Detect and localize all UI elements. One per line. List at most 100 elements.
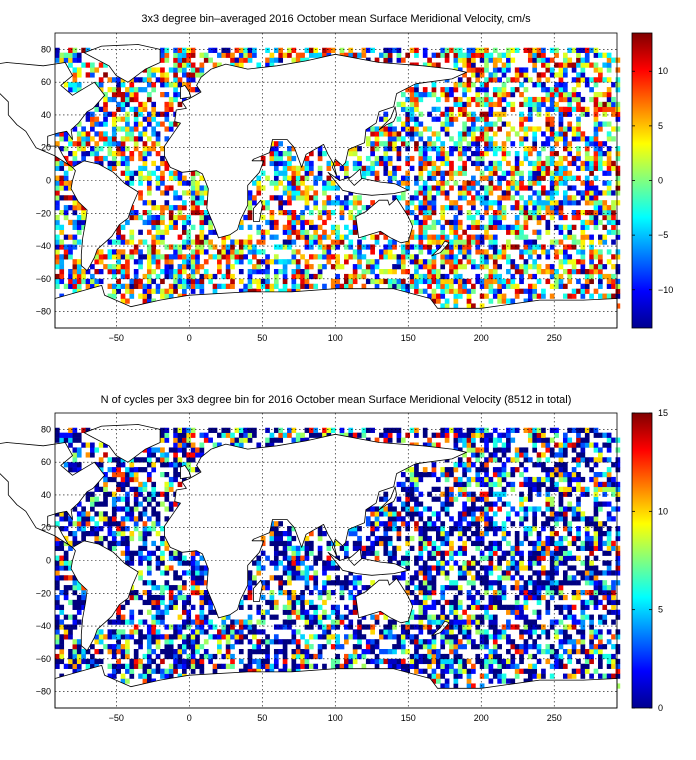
data-cell: [514, 77, 520, 83]
data-cell: [155, 224, 161, 230]
data-cell: [291, 259, 297, 265]
data-cell: [427, 155, 432, 162]
data-cell: [497, 219, 502, 226]
data-cell: [506, 160, 511, 167]
data-cell: [405, 175, 411, 181]
data-cell: [55, 629, 60, 635]
data-cell: [370, 47, 375, 53]
data-cell: [387, 249, 393, 255]
cycles-panel: N of cycles per 3x3 degree bin for 2016 …: [0, 394, 668, 723]
data-cell: [190, 87, 196, 93]
data-cell: [348, 570, 354, 576]
data-cell: [304, 570, 310, 576]
data-cell: [238, 259, 244, 265]
data-cell: [387, 624, 393, 630]
data-cell: [322, 427, 327, 433]
data-cell: [602, 52, 608, 58]
data-cell: [466, 185, 472, 191]
data-cell: [418, 244, 424, 250]
data-cell: [479, 195, 485, 201]
data-cell: [492, 239, 498, 245]
data-cell: [72, 278, 78, 285]
data-cell: [243, 244, 248, 250]
data-cell: [396, 496, 402, 502]
data-cell: [435, 151, 441, 157]
data-cell: [576, 62, 581, 68]
data-cell: [387, 437, 393, 443]
data-cell: [453, 214, 459, 221]
data-cell: [444, 47, 450, 53]
data-cell: [212, 273, 218, 280]
data-cell: [138, 254, 143, 260]
data-cell: [383, 151, 389, 157]
data-cell: [414, 481, 419, 488]
data-cell: [195, 264, 200, 270]
data-cell: [225, 249, 231, 255]
data-cell: [370, 249, 375, 255]
data-cell: [146, 457, 152, 463]
data-cell: [545, 111, 551, 117]
data-cell: [111, 521, 117, 527]
data-cell: [247, 590, 253, 596]
data-cell: [576, 146, 581, 152]
data-cell: [155, 151, 161, 157]
data-cell: [133, 259, 139, 265]
data-cell: [602, 234, 608, 240]
data-cell: [497, 195, 502, 201]
data-cell: [269, 437, 275, 443]
data-cell: [471, 175, 476, 181]
data-cell: [177, 52, 183, 58]
data-cell: [431, 200, 437, 206]
data-cell: [545, 249, 551, 255]
data-cell: [182, 259, 187, 265]
data-cell: [392, 244, 397, 250]
data-cell: [383, 269, 389, 275]
data-cell: [549, 175, 555, 181]
data-cell: [431, 599, 437, 606]
data-cell: [129, 151, 135, 157]
data-cell: [379, 535, 384, 542]
data-cell: [142, 673, 148, 679]
data-cell: [558, 214, 564, 221]
data-cell: [252, 180, 257, 186]
data-cell: [431, 175, 437, 181]
data-cell: [396, 151, 402, 157]
data-cell: [514, 288, 520, 294]
data-cell: [418, 535, 424, 542]
data-cell: [138, 180, 143, 186]
data-cell: [365, 516, 371, 522]
data-cell: [370, 614, 375, 620]
data-cell: [177, 624, 183, 630]
data-cell: [361, 47, 367, 53]
data-cell: [199, 594, 205, 601]
data-cell: [151, 278, 157, 285]
data-cell: [571, 269, 577, 275]
data-cell: [370, 506, 375, 512]
data-cell: [72, 619, 78, 625]
data-cell: [291, 185, 297, 191]
data-cell: [414, 496, 419, 502]
data-cell: [431, 550, 437, 556]
data-cell: [107, 254, 113, 260]
data-cell: [396, 560, 402, 566]
data-cell: [313, 195, 319, 201]
data-cell: [247, 619, 253, 625]
data-cell: [111, 264, 117, 270]
data-cell: [615, 87, 621, 93]
data-cell: [72, 269, 78, 275]
data-cell: [313, 663, 319, 669]
data-cell: [444, 496, 450, 502]
data-cell: [177, 437, 183, 443]
data-cell: [598, 278, 603, 285]
data-cell: [409, 658, 415, 665]
data-cell: [287, 234, 292, 240]
data-cell: [400, 106, 406, 112]
data-cell: [138, 531, 143, 537]
data-cell: [59, 432, 65, 438]
data-cell: [116, 77, 121, 83]
data-cell: [414, 649, 419, 655]
data-cell: [322, 244, 327, 250]
data-cell: [326, 639, 332, 645]
data-cell: [444, 126, 450, 132]
data-cell: [208, 599, 213, 606]
